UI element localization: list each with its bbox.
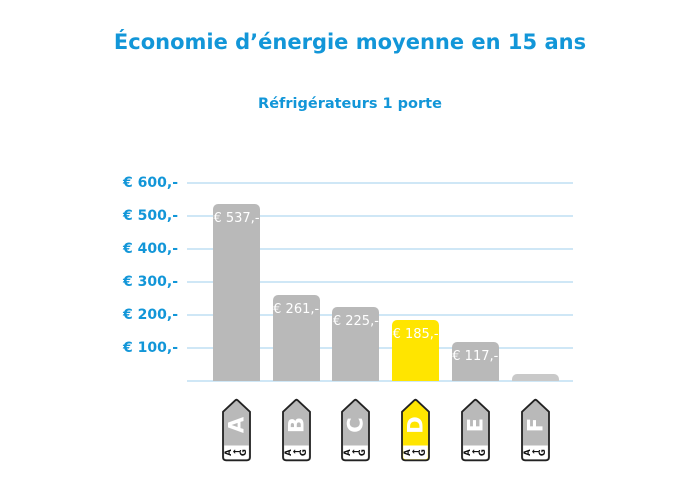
energy-tag-letter: F — [523, 418, 547, 432]
bar-e: € 117,- — [451, 342, 499, 381]
energy-tag-scale-from: A — [344, 449, 354, 456]
energy-tag-icon: B A←G — [281, 398, 311, 462]
energy-tag-icon: F A←G — [520, 398, 550, 462]
energy-tag-letter: C — [344, 417, 368, 432]
energy-tag-icon: AA←G — [222, 398, 251, 462]
energy-tag-letter: E — [463, 418, 487, 432]
energy-tag-letter: B — [284, 417, 308, 433]
energy-tag-scale-from: A — [224, 449, 234, 456]
y-tick-label: € 300,- — [123, 274, 178, 290]
y-tick-label: € 400,- — [123, 241, 178, 257]
bar-f — [511, 374, 559, 381]
energy-tag-scale-arrow: ← — [233, 447, 241, 457]
energy-class-tag-e: E A ← G — [460, 398, 491, 466]
gridline — [187, 347, 573, 349]
gridline — [187, 248, 573, 250]
energy-tag-scale-arrow: ← — [531, 447, 539, 457]
bar-value-label: € 225,- — [332, 313, 379, 329]
energy-tag-icon: D A←G — [401, 398, 430, 462]
energy-tag-letter: D — [404, 416, 428, 433]
energy-tag-scale-to: G — [537, 449, 547, 456]
gridline — [187, 314, 573, 316]
energy-tag-icon: E A←G — [460, 398, 490, 462]
energy-tag-scale-to: G — [478, 449, 488, 456]
energy-tag-scale-arrow: ← — [292, 447, 300, 457]
energy-tag-scale-from: A — [403, 449, 413, 456]
gridline — [187, 182, 573, 184]
energy-tag-scale-arrow: ← — [352, 447, 360, 457]
bar-d: € 185,- — [392, 319, 440, 381]
chart-subtitle: Réfrigérateurs 1 porte — [258, 96, 442, 112]
chart-title: Économie d’énergie moyenne en 15 ans — [113, 30, 587, 54]
energy-tag-icon: C A←G — [341, 398, 371, 462]
energy-class-tag-a: A A ← G — [221, 398, 252, 466]
energy-tag-scale-to: G — [239, 449, 249, 456]
y-tick-label: € 500,- — [123, 208, 178, 224]
gridline — [187, 281, 573, 283]
energy-class-tag-c: C A ← G — [340, 398, 371, 466]
energy-tag-scale-to: G — [298, 449, 308, 456]
bar-c: € 225,- — [332, 306, 380, 381]
energy-class-tag-f: F A ← G — [520, 398, 551, 466]
energy-tag-scale-arrow: ← — [472, 447, 480, 457]
energy-class-tag-b: B A ← G — [281, 398, 312, 466]
bar-value-label: € 537,- — [213, 210, 260, 226]
energy-tag-scale-to: G — [418, 449, 428, 456]
bar-value-label: € 117,- — [452, 349, 499, 365]
energy-tag-scale-arrow: ← — [412, 447, 420, 457]
baseline — [187, 380, 573, 382]
y-tick-label: € 600,- — [123, 175, 178, 191]
bar-a: € 537,- — [213, 203, 260, 381]
bar-b: € 261,- — [272, 294, 320, 381]
energy-tag-scale-from: A — [284, 449, 294, 456]
y-tick-label: € 100,- — [123, 340, 178, 356]
y-tick-label: € 200,- — [123, 307, 178, 323]
energy-class-tag-d: D A ← G — [400, 398, 431, 466]
bar-value-label: € 261,- — [273, 301, 320, 317]
gridline — [187, 215, 573, 217]
energy-tag-scale-from: A — [463, 449, 473, 456]
bar-value-label: € 185,- — [392, 326, 439, 342]
energy-tag-scale-from: A — [523, 449, 533, 456]
energy-tag-scale-to: G — [358, 449, 368, 456]
energy-tag-letter: A — [225, 416, 249, 433]
